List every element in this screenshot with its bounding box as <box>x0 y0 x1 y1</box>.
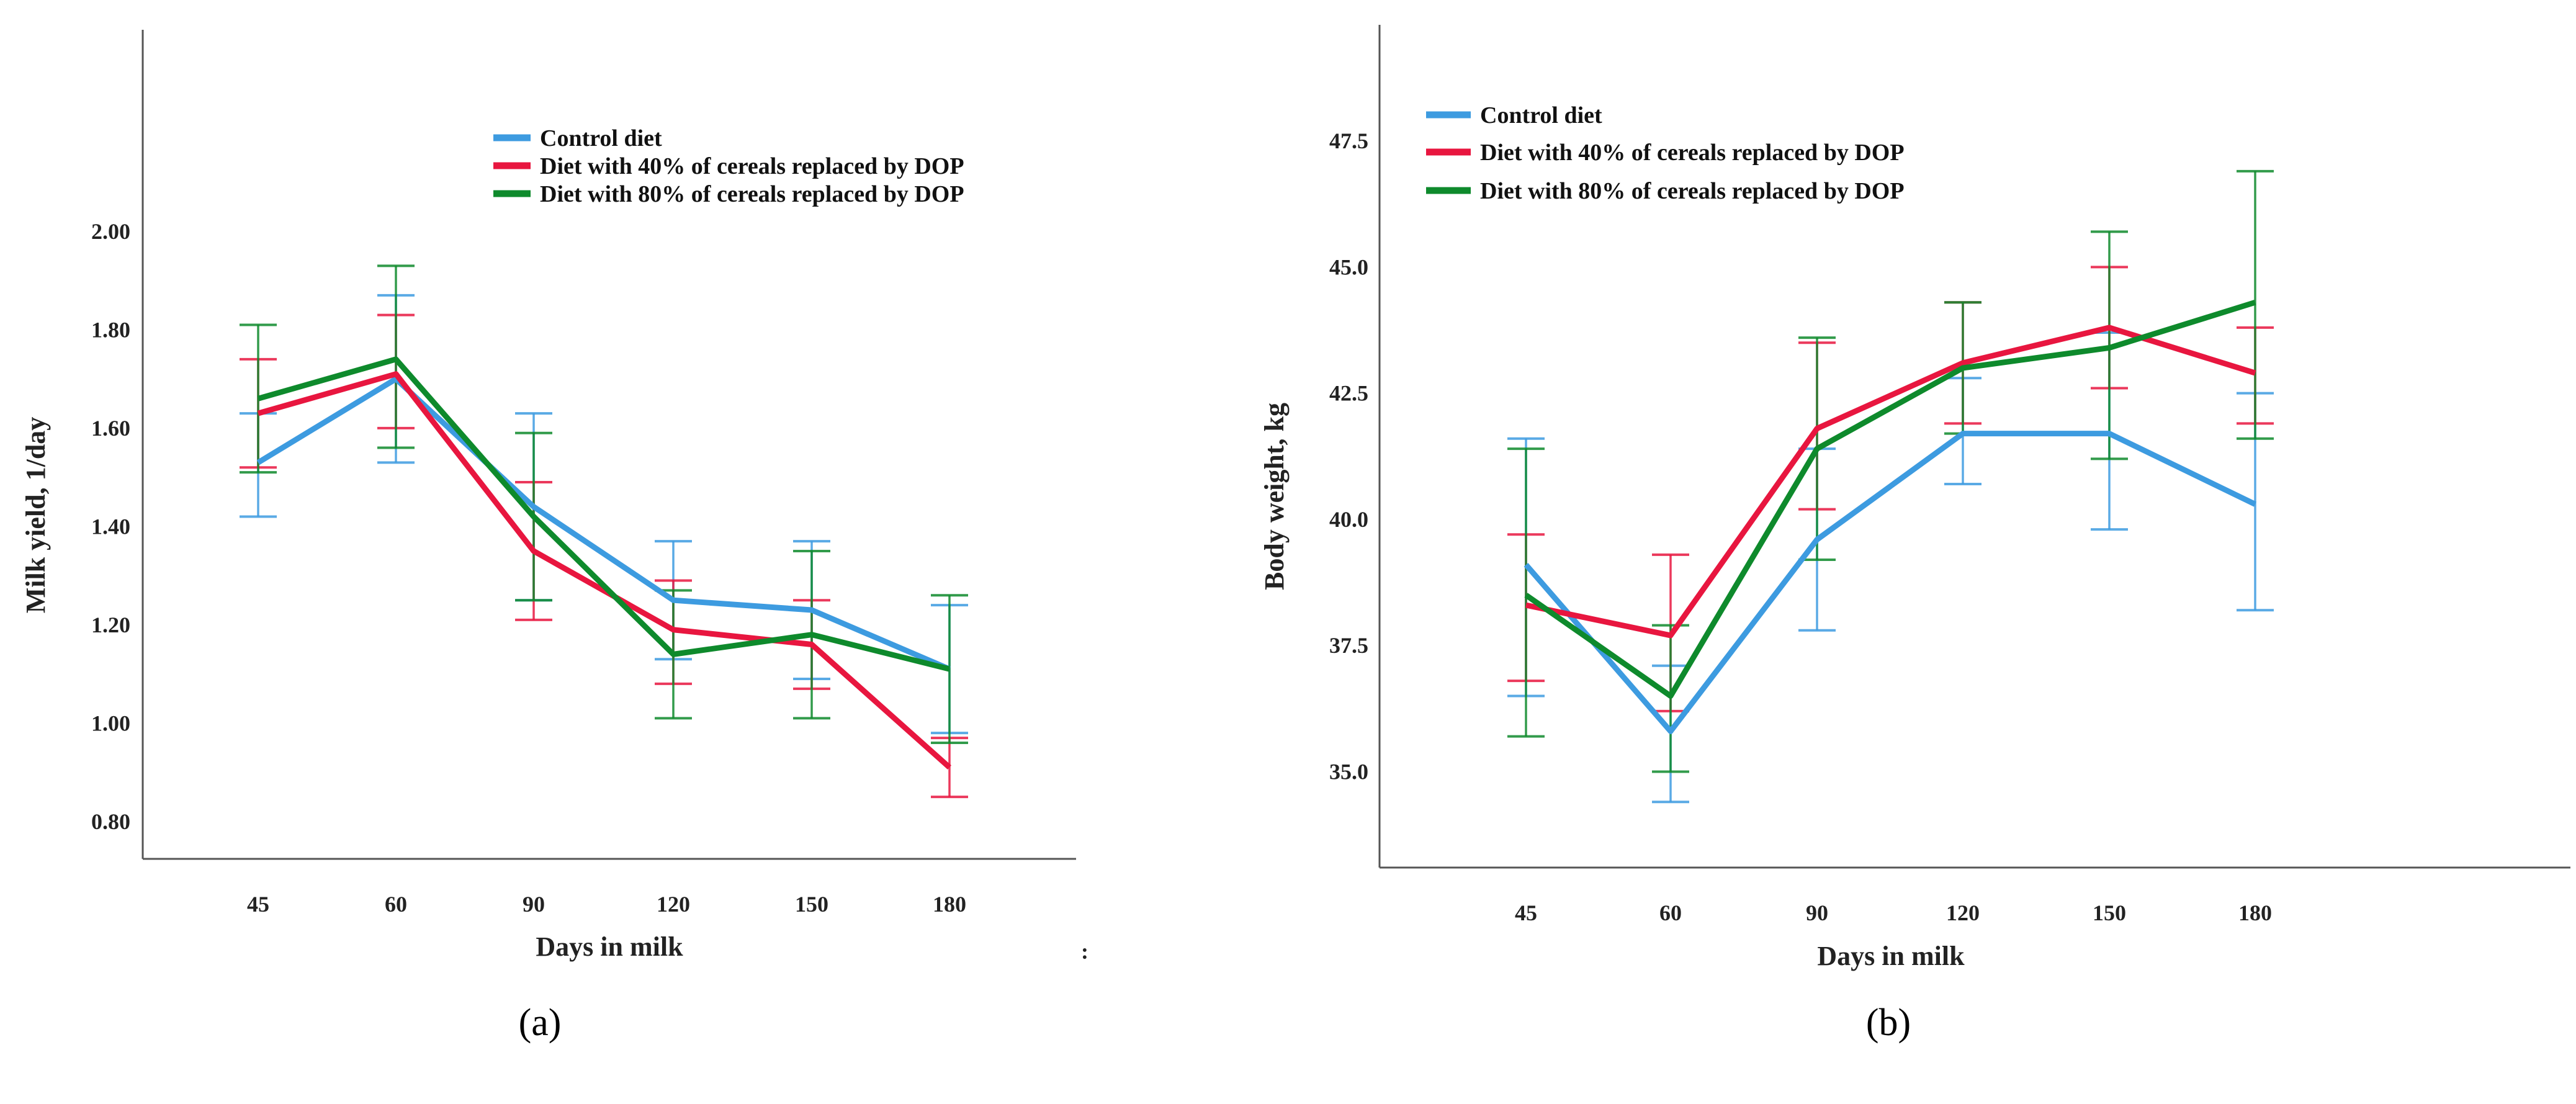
chart-b-series-line-2 <box>1524 299 2256 699</box>
chart-a-milk-yield: Milk yield, 1/day Days in milk (a) : 0.8… <box>20 30 1088 1044</box>
chart-a-y-tick-label: 1.20 <box>91 613 130 637</box>
chart-a-stray-mark: : <box>1081 939 1088 964</box>
chart-a-x-tick-label: 45 <box>247 892 269 917</box>
chart-b-x-tick-label: 60 <box>1659 900 1682 925</box>
chart-a-x-axis-title: Days in milk <box>536 931 683 962</box>
chart-b-legend-label: Diet with 80% of cereals replaced by DOP <box>1480 178 1905 204</box>
chart-a-y-tick-label: 1.00 <box>91 711 130 735</box>
chart-a-series-line-1 <box>257 371 951 770</box>
chart-b-panel-label: (b) <box>1866 1002 1911 1044</box>
chart-b-legend-label: Control diet <box>1480 102 1602 128</box>
chart-b-x-tick-label: 180 <box>2238 900 2272 925</box>
chart-b-y-tick-label: 35.0 <box>1329 759 1368 784</box>
chart-b-series-line-1 <box>1525 325 2256 639</box>
chart-a-y-tick-label: 2.00 <box>91 219 130 244</box>
chart-b-series-line-0 <box>1524 431 2256 734</box>
chart-a-legend-label: Control diet <box>540 125 662 151</box>
chart-a-y-tick-label: 1.40 <box>91 514 130 539</box>
chart-b-x-tick-label: 120 <box>1946 900 1980 925</box>
chart-b-body-weight: Body weight, kg Days in milk (b) 35.0 37.… <box>1259 25 2570 1044</box>
chart-a-x-tick-label: 180 <box>933 892 966 917</box>
chart-a-x-tick-label: 150 <box>795 892 828 917</box>
chart-b-x-tick-label: 45 <box>1515 900 1537 925</box>
chart-a-x-tick-label: 90 <box>523 892 545 917</box>
chart-b-y-tick-label: 37.5 <box>1329 633 1368 658</box>
chart-b-y-tick-label: 47.5 <box>1329 128 1368 153</box>
chart-a-series-line-0 <box>256 376 951 672</box>
chart-a-panel-label: (a) <box>519 1002 562 1044</box>
chart-a-legend-label: Diet with 80% of cereals replaced by DOP <box>540 181 964 207</box>
chart-a-y-tick-label: 1.60 <box>91 416 130 441</box>
chart-b-y-tick-label: 40.0 <box>1329 507 1368 532</box>
chart-b-y-tick-label: 42.5 <box>1329 381 1368 406</box>
chart-b-y-tick-label: 45.0 <box>1329 254 1368 279</box>
chart-a-y-axis-title: Milk yield, 1/day <box>20 417 51 614</box>
chart-b-x-tick-label: 150 <box>2093 900 2126 925</box>
chart-b-y-axis-title: Body weight, kg <box>1259 403 1290 590</box>
chart-a-series-line-2 <box>257 356 951 672</box>
chart-a-y-tick-label: 0.80 <box>91 809 130 834</box>
chart-b-legend-label: Diet with 40% of cereals replaced by DOP <box>1480 140 1905 166</box>
chart-b-x-tick-label: 90 <box>1806 900 1828 925</box>
chart-b-x-axis-title: Days in milk <box>1817 941 1965 971</box>
chart-a-x-tick-label: 60 <box>385 892 407 917</box>
chart-a-legend-label: Diet with 40% of cereals replaced by DOP <box>540 153 964 179</box>
chart-a-y-tick-label: 1.80 <box>91 317 130 342</box>
chart-a-x-tick-label: 120 <box>657 892 690 917</box>
